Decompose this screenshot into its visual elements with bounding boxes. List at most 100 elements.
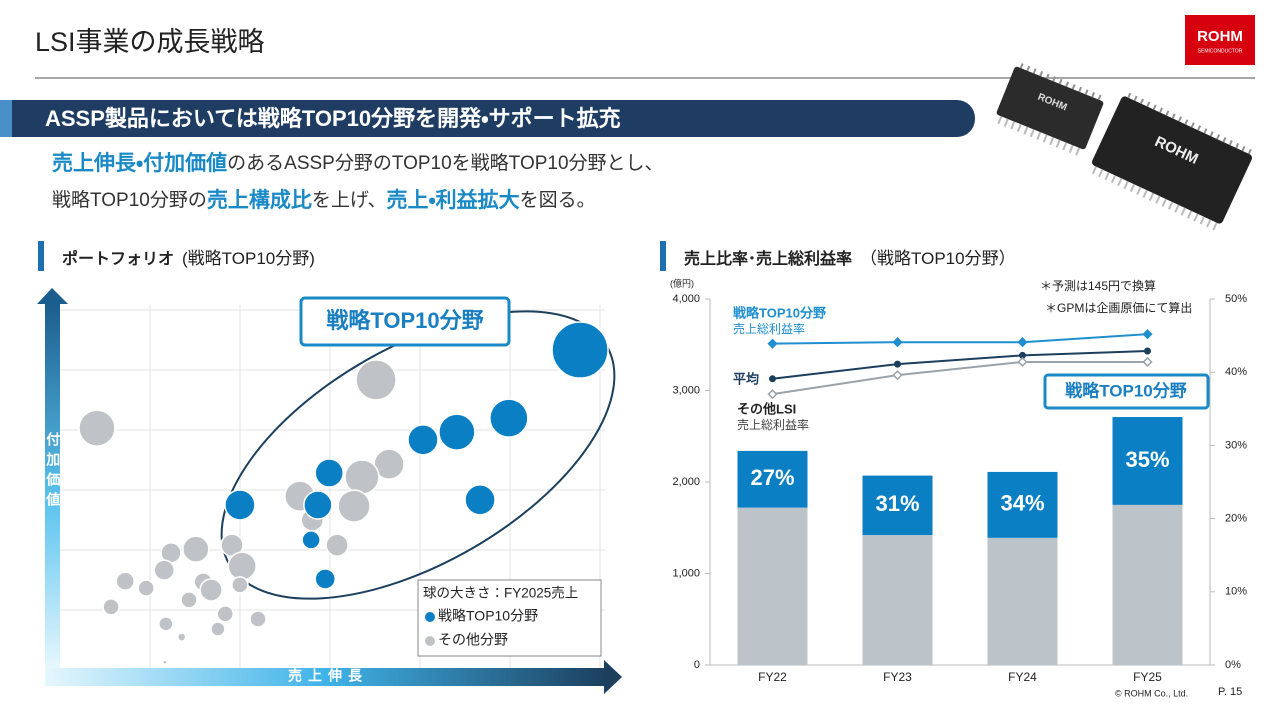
chip-pin — [1123, 180, 1129, 190]
section-marker — [660, 241, 666, 271]
bubble — [344, 459, 380, 495]
chip-pin — [1148, 192, 1155, 201]
marker — [767, 389, 778, 400]
chip-pin — [1129, 183, 1136, 192]
chip-pin — [1178, 116, 1183, 122]
x-arrow — [45, 668, 607, 686]
chip-pin — [1110, 174, 1117, 184]
chip-pin — [1032, 68, 1037, 74]
legend-title: 球の大きさ：FY2025売上 — [423, 586, 578, 601]
bubble — [210, 621, 226, 637]
y-tick-label: 4,000 — [672, 293, 700, 305]
banner-stripe — [0, 100, 12, 137]
marker — [894, 360, 901, 368]
chip-pin — [1174, 204, 1180, 213]
bubble — [153, 559, 175, 581]
intro-text: を図る。 — [520, 190, 596, 211]
callout-box — [1043, 373, 1210, 410]
chip-pin — [1190, 122, 1195, 128]
chip-pin — [1222, 137, 1227, 143]
line — [772, 333, 1148, 345]
section-subtitle: (戦略TOP10分野) — [182, 249, 315, 268]
slide-title: LSI事業の成長戦略 — [35, 27, 265, 57]
callout: 戦略TOP10分野 — [1065, 380, 1187, 400]
y-tick-label: 3,000 — [672, 384, 700, 396]
bubble — [249, 610, 267, 628]
marker — [1142, 329, 1153, 340]
chip-pin — [1127, 92, 1132, 99]
marker — [1017, 337, 1028, 348]
chip-pin — [1117, 177, 1123, 187]
bar-layer: 0 1,000 2,000 3,000 4,000 0% 10% 20% 30% 40% 50% FY… — [672, 293, 1247, 684]
logo-name: ROHM — [1197, 28, 1243, 45]
chip-pin — [1104, 172, 1110, 181]
bubble — [489, 398, 529, 438]
data-label: 34% — [1000, 491, 1044, 516]
y-tick-label: 0 — [694, 659, 700, 671]
intro-line: 売上伸長・付加価値のあるASSP分野のTOP10を戦略TOP10分野とし、 — [52, 151, 664, 175]
chip-body — [1092, 96, 1252, 224]
data-label: 27% — [750, 465, 794, 490]
intro-line: 戦略TOP10分野の売上構成比を上げ、売上・利益拡大を図る。 — [52, 188, 596, 212]
y-arrow — [45, 302, 60, 668]
marker — [1019, 351, 1026, 359]
chip-pin — [1235, 143, 1240, 149]
bubble — [325, 533, 349, 557]
bubble — [231, 576, 249, 594]
chip-pin — [1071, 84, 1076, 90]
chip-pin — [1161, 198, 1167, 207]
callout: 戦略TOP10分野 — [326, 308, 483, 333]
chip-pin — [1049, 136, 1055, 146]
chip-pin — [1197, 125, 1202, 131]
series-name: その他LSI — [737, 401, 796, 416]
x-tick-label: FY24 — [1008, 670, 1037, 684]
y-arrow-head — [37, 288, 68, 304]
y2-tick-label: 50% — [1225, 293, 1247, 305]
note: ＊GPMは企画原価にて算出 — [1045, 300, 1192, 315]
chip-pin — [1091, 166, 1098, 175]
chip-pin — [1171, 113, 1176, 119]
bubble — [314, 458, 344, 488]
marker — [1017, 356, 1028, 368]
series-name: 戦略TOP10分野 — [733, 305, 826, 320]
line — [772, 360, 1148, 396]
bubble — [102, 598, 120, 616]
section-heading: 売上比率･売上総利益率 （戦略TOP10分野） — [684, 249, 1016, 268]
chip: ROHM — [996, 63, 1104, 156]
marker — [1144, 347, 1151, 355]
series-label: 売上総利益率 — [737, 417, 809, 432]
chip-pin — [1186, 210, 1193, 219]
bubble — [303, 490, 333, 520]
y-tick-label: 2,000 — [672, 476, 700, 488]
chip: ROHM — [1091, 92, 1252, 231]
bar-segment — [1112, 504, 1183, 665]
bubble — [78, 409, 116, 447]
bubble-layer — [78, 321, 609, 665]
chip-pin — [1019, 63, 1024, 69]
chip-pin — [1247, 148, 1252, 155]
chip-pin — [997, 115, 1003, 125]
bubble — [407, 424, 439, 456]
chip-pin — [1199, 216, 1205, 225]
bubble — [301, 530, 321, 550]
chip-pin — [1142, 189, 1148, 198]
chip-body — [996, 66, 1104, 150]
chip-pin — [1216, 134, 1221, 140]
bar-segment — [862, 475, 933, 536]
chip-pin — [1065, 81, 1070, 87]
legend-label: その他分野 — [438, 632, 508, 648]
bubble — [158, 616, 174, 632]
bubble — [176, 632, 187, 642]
chip-pin — [1078, 86, 1083, 93]
bubble — [551, 321, 609, 379]
bar-segment — [987, 471, 1058, 538]
section-title: 売上比率･売上総利益率 — [684, 249, 852, 268]
chip-pin — [1062, 142, 1068, 151]
chip-pin — [1184, 119, 1189, 125]
chip-pin — [1026, 65, 1031, 72]
logo-sub: SEMICONDUCTOR — [1198, 48, 1243, 54]
intro-text: 戦略TOP10分野の — [52, 189, 207, 211]
bubble — [199, 578, 223, 602]
section-heading: ポートフォリオ (戦略TOP10分野) — [62, 249, 315, 268]
chip-pin — [1212, 222, 1218, 231]
